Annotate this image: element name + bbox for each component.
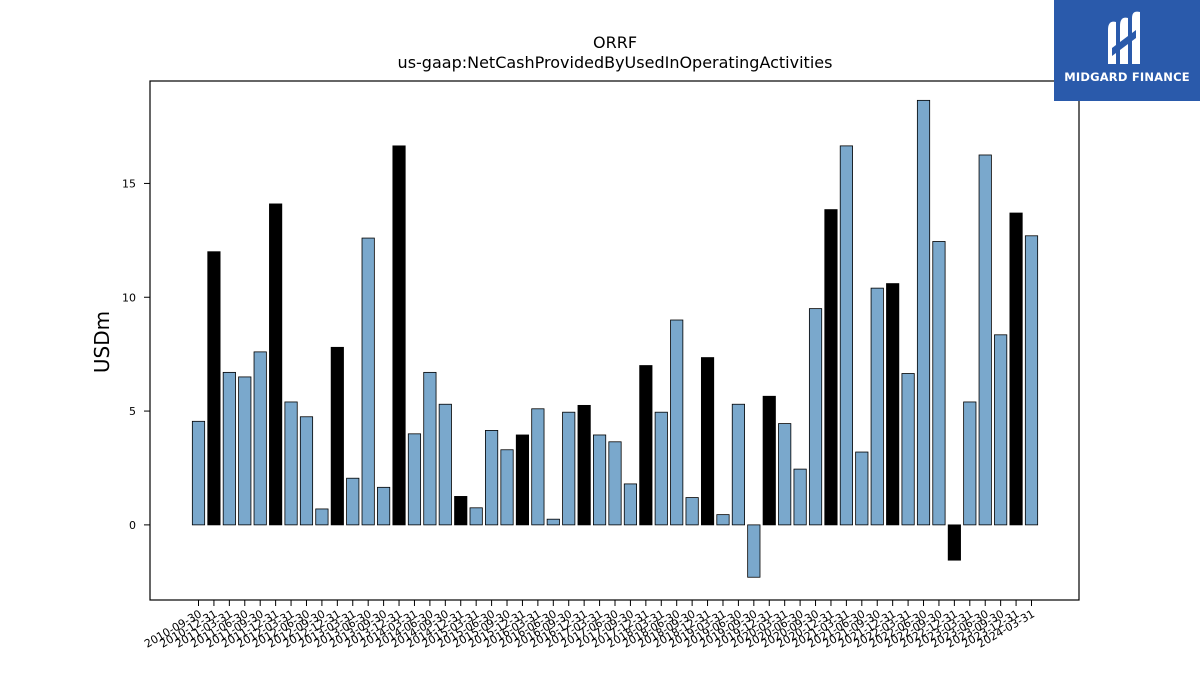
bar-2015-12-31 (515, 434, 530, 526)
bar-2010-09-30 (191, 420, 206, 526)
bar-2020-03-31 (778, 423, 792, 526)
bar-2013-12-31 (392, 145, 406, 526)
brand-logo-text: MIDGARD FINANCE (1064, 70, 1190, 84)
bar-2012-09-30 (315, 508, 329, 526)
bar-2015-06-30 (485, 430, 499, 526)
bar-2011-09-30 (253, 351, 267, 526)
bar-2023-03-31 (963, 401, 977, 526)
bar-2022-09-30 (932, 241, 946, 526)
bar-2013-09-30 (377, 486, 391, 526)
bar-2020-06-30 (793, 468, 807, 526)
bar-2019-06-30 (731, 403, 745, 526)
bar-2019-12-31 (762, 395, 776, 526)
bar-2018-06-30 (670, 319, 684, 526)
bar-2018-03-31 (654, 411, 668, 526)
bar-2016-03-31 (531, 408, 545, 526)
bar-2019-03-31 (716, 514, 730, 526)
bar-2019-09-30 (747, 524, 761, 578)
bar-2017-09-30 (623, 483, 638, 526)
bar-2017-06-30 (608, 441, 622, 526)
bar-2010-12-31 (207, 251, 221, 526)
bar-2018-09-30 (685, 497, 699, 526)
bar-2015-09-30 (500, 449, 514, 526)
bar-2014-09-30 (438, 403, 452, 526)
bar-2020-12-31 (824, 209, 838, 526)
y-ticks-group: 0 5 10 15 (122, 177, 150, 532)
bar-2021-12-31 (886, 283, 900, 526)
bar-2012-06-30 (299, 416, 314, 526)
y-tick-label: 10 (122, 291, 136, 304)
bar-2017-03-31 (593, 434, 607, 526)
bar-2016-12-31 (577, 404, 591, 526)
bar-2011-03-31 (222, 371, 236, 526)
bar-2013-06-30 (361, 237, 375, 526)
bar-2013-03-31 (346, 477, 360, 526)
bar-2021-06-30 (855, 451, 869, 526)
bar-2023-06-30 (978, 154, 992, 526)
bar-2018-12-31 (700, 357, 715, 526)
y-tick-label: 15 (122, 177, 136, 190)
chart-subtitle: us-gaap:NetCashProvidedByUsedInOperating… (398, 53, 833, 72)
bar-2023-12-31 (1009, 212, 1023, 526)
bar-2012-12-31 (330, 346, 344, 526)
bar-2016-06-30 (546, 518, 560, 526)
bar-2011-12-31 (269, 203, 283, 526)
bar-2020-09-30 (808, 308, 823, 526)
chart-title: ORRF (593, 33, 637, 52)
bar-2015-03-31 (469, 507, 483, 526)
bar-2014-12-31 (454, 496, 468, 526)
midgard-logo-icon (1108, 11, 1140, 65)
bar-2014-03-31 (407, 433, 422, 526)
plot-frame (149, 80, 1080, 601)
bars-group (191, 99, 1039, 578)
bar-2023-09-30 (994, 334, 1008, 526)
y-tick-label: 0 (129, 519, 136, 532)
bar-2021-09-30 (870, 287, 884, 526)
y-axis-label: USDm (90, 311, 114, 373)
brand-logo: MIDGARD FINANCE (1054, 0, 1200, 101)
bar-2022-03-31 (901, 373, 915, 526)
x-ticks-group: 2010-09-302010-12-312011-03-312011-06-30… (142, 600, 1037, 651)
bar-2022-12-31 (947, 524, 961, 561)
bar-2022-06-30 (916, 99, 931, 526)
bar-2011-06-30 (238, 376, 252, 526)
bar-2017-12-31 (639, 365, 653, 526)
bar-2012-03-31 (284, 401, 298, 526)
bar-2024-03-31 (1024, 235, 1039, 526)
bar-2021-03-31 (839, 145, 853, 526)
bar-2016-09-30 (562, 411, 576, 526)
bar-2014-06-30 (423, 371, 437, 526)
y-tick-label: 5 (129, 405, 136, 418)
